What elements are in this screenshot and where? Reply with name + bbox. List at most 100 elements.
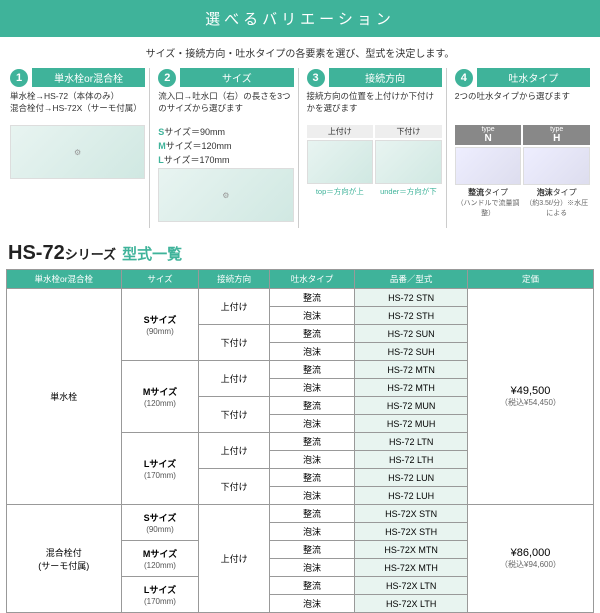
conn-image <box>307 140 374 184</box>
size-cell: Sサイズ(90mm) <box>121 505 199 541</box>
flow-cell: 整流 <box>269 577 355 595</box>
model-cell: HS-72 MTN <box>355 361 468 379</box>
flow-cell: 整流 <box>269 397 355 415</box>
size-cell: Mサイズ(120mm) <box>121 541 199 577</box>
faucet-cell: 混合栓付(サーモ付属) <box>7 505 122 613</box>
flow-cell: 泡沫 <box>269 595 355 613</box>
step-number: 4 <box>455 69 473 87</box>
conn-cell: 上付け <box>199 505 269 613</box>
table-header: 接続方向 <box>199 270 269 289</box>
step-1: 1単水栓or混合栓単水栓→HS-72（本体のみ）混合栓付→HS-72X（サーモ付… <box>6 68 150 228</box>
flow-cell: 泡沫 <box>269 415 355 433</box>
type-badge: typeH <box>523 125 590 145</box>
flow-cell: 泡沫 <box>269 379 355 397</box>
flow-cell: 整流 <box>269 289 355 307</box>
conn-cell: 下付け <box>199 469 269 505</box>
model-cell: HS-72 MTH <box>355 379 468 397</box>
flow-cell: 整流 <box>269 541 355 559</box>
model-cell: HS-72 SUH <box>355 343 468 361</box>
flow-cell: 泡沫 <box>269 523 355 541</box>
price-cell: ¥49,500（税込¥54,450） <box>467 289 593 505</box>
flow-cell: 整流 <box>269 469 355 487</box>
conn-cell: 上付け <box>199 433 269 469</box>
step-desc: 接続方向の位置を上付けか下付けかを選びます <box>307 91 442 121</box>
list-title: 型式一覧 <box>122 243 182 264</box>
model-cell: HS-72X STN <box>355 505 468 523</box>
series-name: HS-72 <box>8 242 65 264</box>
type-sub: （約3.5ℓ/分）※水圧による <box>523 198 590 218</box>
conn-label: 上付け <box>307 125 374 138</box>
table-header: 定価 <box>467 270 593 289</box>
conn-note: under＝方向が下 <box>375 186 442 197</box>
model-cell: HS-72X MTN <box>355 541 468 559</box>
banner-title: 選べるバリエーション <box>0 0 600 37</box>
step-title: 吐水タイプ <box>477 68 590 87</box>
conn-cell: 上付け <box>199 361 269 397</box>
step-2: 2サイズ流入口→吐水口（右）の長さを3つのサイズから選びますSサイズ＝90mmM… <box>154 68 298 228</box>
flow-cell: 整流 <box>269 433 355 451</box>
list-header: HS-72シリーズ 型式一覧 <box>0 228 600 269</box>
model-table: 単水栓or混合栓サイズ接続方向吐水タイプ品番／型式定価 単水栓Sサイズ(90mm… <box>6 269 594 613</box>
table-header: サイズ <box>121 270 199 289</box>
steps-row: 1単水栓or混合栓単水栓→HS-72（本体のみ）混合栓付→HS-72X（サーモ付… <box>0 68 600 228</box>
model-cell: HS-72 STH <box>355 307 468 325</box>
table-header: 品番／型式 <box>355 270 468 289</box>
model-cell: HS-72X LTH <box>355 595 468 613</box>
model-cell: HS-72X STH <box>355 523 468 541</box>
type-badge: typeN <box>455 125 522 145</box>
faucet-cell: 単水栓 <box>7 289 122 505</box>
size-cell: Sサイズ(90mm) <box>121 289 199 361</box>
table-row: 混合栓付(サーモ付属)Sサイズ(90mm)上付け整流HS-72X STN¥86,… <box>7 505 594 523</box>
size-image: ⚙ <box>158 168 293 222</box>
model-cell: HS-72 LTH <box>355 451 468 469</box>
conn-cell: 下付け <box>199 325 269 361</box>
table-header: 吐水タイプ <box>269 270 355 289</box>
model-cell: HS-72 LUH <box>355 487 468 505</box>
model-cell: HS-72 MUN <box>355 397 468 415</box>
step-title: 接続方向 <box>329 68 442 87</box>
step-desc: 単水栓→HS-72（本体のみ）混合栓付→HS-72X（サーモ付属） <box>10 91 145 121</box>
model-cell: HS-72 MUH <box>355 415 468 433</box>
model-cell: HS-72X MTH <box>355 559 468 577</box>
size-cell: Lサイズ(170mm) <box>121 577 199 613</box>
type-image <box>523 147 590 185</box>
model-cell: HS-72X LTN <box>355 577 468 595</box>
subtitle: サイズ・接続方向・吐水タイプの各要素を選び、型式を決定します。 <box>0 37 600 68</box>
faucet-image: ⚙ <box>10 125 145 179</box>
type-label: 泡沫タイプ <box>523 187 590 198</box>
model-cell: HS-72 LTN <box>355 433 468 451</box>
step-number: 2 <box>158 69 176 87</box>
table-header: 単水栓or混合栓 <box>7 270 122 289</box>
step-number: 3 <box>307 69 325 87</box>
step-desc: 2つの吐水タイプから選びます <box>455 91 590 121</box>
conn-note: top＝方向が上 <box>307 186 374 197</box>
model-cell: HS-72 LUN <box>355 469 468 487</box>
model-cell: HS-72 STN <box>355 289 468 307</box>
conn-cell: 下付け <box>199 397 269 433</box>
step-desc: 流入口→吐水口（右）の長さを3つのサイズから選びます <box>158 91 293 121</box>
type-image <box>455 147 522 185</box>
price-cell: ¥86,000（税込¥94,600） <box>467 505 593 613</box>
step-3: 3接続方向接続方向の位置を上付けか下付けかを選びます上付け top＝方向が上 下付け… <box>303 68 447 228</box>
flow-cell: 泡沫 <box>269 343 355 361</box>
flow-cell: 泡沫 <box>269 487 355 505</box>
step-number: 1 <box>10 69 28 87</box>
flow-cell: 泡沫 <box>269 451 355 469</box>
flow-cell: 泡沫 <box>269 559 355 577</box>
conn-image <box>375 140 442 184</box>
flow-cell: 整流 <box>269 361 355 379</box>
size-cell: Mサイズ(120mm) <box>121 361 199 433</box>
step-title: 単水栓or混合栓 <box>32 68 145 87</box>
type-sub: （ハンドルで流量調整） <box>455 198 522 218</box>
step-title: サイズ <box>180 68 293 87</box>
model-cell: HS-72 SUN <box>355 325 468 343</box>
size-cell: Lサイズ(170mm) <box>121 433 199 505</box>
type-label: 整流タイプ <box>455 187 522 198</box>
series-suffix: シリーズ <box>65 247 116 262</box>
flow-cell: 泡沫 <box>269 307 355 325</box>
flow-cell: 整流 <box>269 505 355 523</box>
conn-label: 下付け <box>375 125 442 138</box>
conn-cell: 上付け <box>199 289 269 325</box>
flow-cell: 整流 <box>269 325 355 343</box>
table-row: 単水栓Sサイズ(90mm)上付け整流HS-72 STN¥49,500（税込¥54… <box>7 289 594 307</box>
